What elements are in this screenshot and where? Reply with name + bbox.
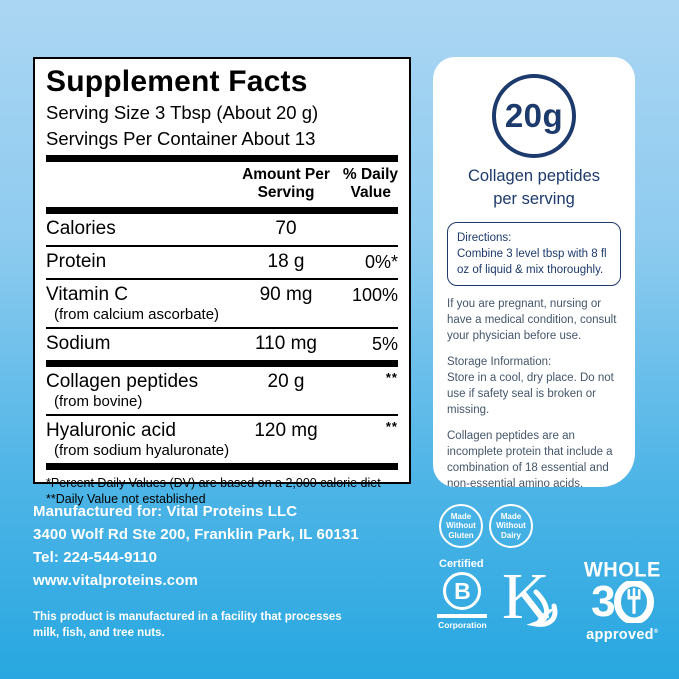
storage-body: Store in a cool, dry place. Do not use i… — [447, 372, 614, 416]
b-corp-underline — [437, 614, 488, 618]
whole30-number: 3 — [580, 580, 665, 624]
directions-body: Combine 3 level tbsp with 8 fl oz of liq… — [457, 248, 607, 276]
storage-title: Storage Information: — [447, 356, 552, 368]
b-corp-circle-icon: B — [443, 572, 482, 610]
storage-info: Storage Information: Store in a cool, dr… — [447, 354, 621, 418]
facts-header-row: Amount Per Serving % Daily Value — [46, 162, 398, 207]
footnote-dv-not-established: **Daily Value not established — [46, 492, 206, 506]
divider-thick — [46, 463, 398, 470]
certification-badges: Made Without Gluten Made Without Dairy C… — [437, 504, 665, 643]
manufacturer-website: www.vitalproteins.com — [33, 572, 198, 589]
info-panel: 20g Collagen peptides per serving Direct… — [433, 57, 635, 487]
footnote-daily-values: *Percent Daily Values (DV) are based on … — [46, 476, 381, 490]
made-without-dairy-badge: Made Without Dairy — [489, 504, 533, 548]
manufactured-for: Manufactured for: Vital Proteins LLC — [33, 503, 298, 520]
directions-box: Directions: Combine 3 level tbsp with 8 … — [447, 222, 621, 286]
whole30-whole-text: WHOLE — [583, 558, 661, 582]
collagen-caption: Collagen peptides per serving — [467, 167, 601, 208]
serving-size: Serving Size 3 Tbsp (About 20 g) — [46, 102, 319, 123]
whole30-approved-logo: WHOLE 3 approved® — [580, 560, 665, 643]
supplement-facts-panel: Supplement Facts Serving Size 3 Tbsp (Ab… — [33, 57, 411, 506]
facility-allergen-note: This product is manufactured in a facili… — [33, 611, 342, 639]
daily-value-header: % Daily Value — [342, 166, 398, 201]
b-corp-logo: Certified B Corporation — [437, 558, 488, 630]
collagen-name-cell: Collagen peptides (from bovine) — [46, 371, 199, 410]
hyaluronic-name-cell: Hyaluronic acid (from sodium hyaluronate… — [46, 420, 230, 459]
kosher-leaf-icon: K — [502, 558, 566, 639]
supplement-facts-title: Supplement Facts — [46, 65, 308, 98]
table-row-hyaluronic-acid: Hyaluronic acid (from sodium hyaluronate… — [46, 419, 398, 459]
vitamin-c-name-cell: Vitamin C (from calcium ascorbate) — [46, 284, 220, 323]
divider-thick — [46, 360, 398, 367]
whole30-approved-text: approved® — [586, 626, 659, 643]
servings-per-container: Servings Per Container About 13 — [46, 128, 316, 149]
collagen-description: Collagen peptides are an incomplete prot… — [447, 430, 613, 487]
fork-in-zero-icon — [613, 581, 654, 623]
amount-per-serving-header: Amount Per Serving — [242, 166, 330, 201]
logo-badges: Certified B Corporation K WHOLE 3 — [437, 558, 665, 643]
manufacturer-block: Manufactured for: Vital Proteins LLC 340… — [33, 500, 373, 641]
table-row-vitamin-c: Vitamin C (from calcium ascorbate) 90 mg… — [46, 280, 398, 329]
divider-thick — [46, 207, 398, 214]
made-without-badges: Made Without Gluten Made Without Dairy — [439, 504, 665, 548]
table-row-collagen-peptides: Collagen peptides (from bovine) 20 g ** — [46, 367, 398, 416]
table-row-calories: Calories 70 — [46, 214, 398, 247]
table-row-protein: Protein 18 g 0%* — [46, 247, 398, 280]
manufacturer-phone: Tel: 224-544-9110 — [33, 549, 158, 566]
grams-circle-badge: 20g — [492, 74, 576, 158]
divider-thick — [46, 155, 398, 162]
table-row-sodium: Sodium 110 mg 5% — [46, 333, 398, 354]
manufacturer-address: 3400 Wolf Rd Ste 200, Franklin Park, IL … — [33, 526, 359, 543]
pregnancy-warning: If you are pregnant, nursing or have a m… — [447, 298, 617, 342]
made-without-gluten-badge: Made Without Gluten — [439, 504, 483, 548]
directions-title: Directions: — [457, 232, 512, 244]
